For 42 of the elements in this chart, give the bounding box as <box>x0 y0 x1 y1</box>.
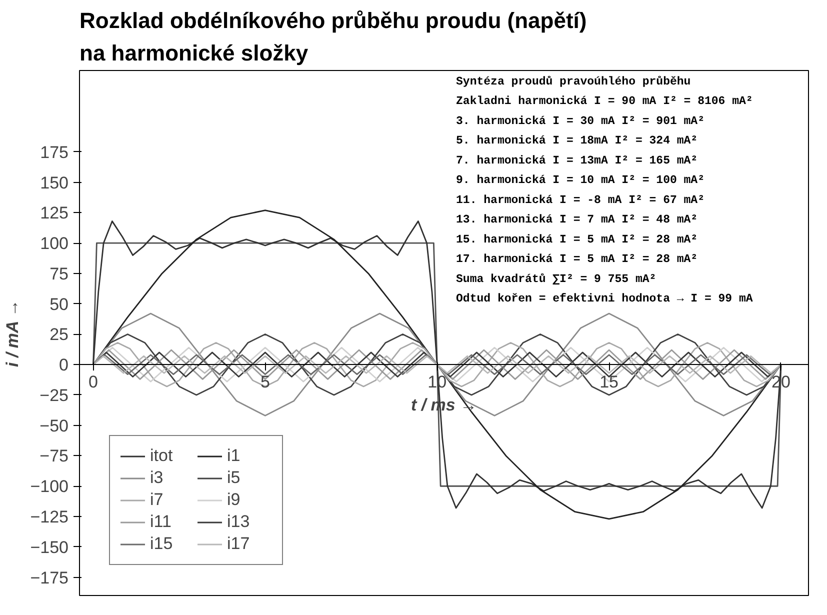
x-tick-label: 15 <box>600 372 619 392</box>
annotation: 13. harmonická I = 7 mA I² = 48 mA² <box>456 214 698 227</box>
x-tick-label: 5 <box>260 372 270 392</box>
legend-label: i17 <box>227 534 251 554</box>
annotation: Syntéza proudů pravoúhlého průběhu <box>456 75 691 88</box>
y-tick-label: 25 <box>50 325 69 344</box>
y-tick-label: 125 <box>40 204 69 223</box>
annotation: Suma kvadrátů ∑I² = 9 755 mA² <box>456 272 656 286</box>
y-tick-label: 0 <box>59 356 69 375</box>
annotation: Odtud kořen = efektivni hodnota → I = 99 mA <box>456 292 753 306</box>
annotation: 3. harmonická I = 30 mA I² = 901 mA² <box>456 114 704 128</box>
y-tick-label: −25 <box>40 386 69 405</box>
legend-label: i7 <box>150 490 164 510</box>
y-tick-label: 50 <box>50 294 69 314</box>
y-tick-label: 100 <box>40 234 69 254</box>
legend-label: itot <box>150 446 174 466</box>
y-tick-label: −75 <box>40 446 69 466</box>
y-tick-label: −150 <box>30 538 69 557</box>
y-tick-label: 150 <box>40 173 69 192</box>
y-axis-title: i / mA → <box>3 300 22 368</box>
legend-label: i1 <box>227 446 242 466</box>
chart-title: Rozklad obdélníkového průběhu proudu (napětí) na harmonické složky <box>80 8 587 66</box>
legend-label: i5 <box>227 468 242 488</box>
y-tick-label: −125 <box>30 508 69 527</box>
annotation: 15. harmonická I = 5 mA I² = 28 mA² <box>456 233 698 246</box>
legend-label: i9 <box>227 490 242 510</box>
y-tick-label: −50 <box>40 416 69 436</box>
legend-label: i11 <box>150 512 172 532</box>
y-tick-label: −100 <box>30 477 69 496</box>
annotation: 17. harmonická I = 5 mA I² = 28 mA² <box>456 253 698 266</box>
legend-label: i15 <box>150 534 174 554</box>
y-tick-label: 75 <box>50 264 69 284</box>
legend-label: i13 <box>227 512 251 532</box>
annotation: 11. harmonická I = -8 mA I² = 67 mA² <box>456 194 704 207</box>
annotation: 9. harmonická I = 10 mA I² = 100 mA² <box>456 174 704 188</box>
x-tick-label: 0 <box>88 372 98 392</box>
legend-label: i3 <box>150 468 164 488</box>
y-tick-label: −175 <box>30 568 69 588</box>
annotation: Zakladni harmonická I = 90 mA I² = 8106 mA² <box>456 95 753 108</box>
annotation: 7. harmonická I = 13mA I² = 165 mA² <box>456 154 698 168</box>
annotation: 5. harmonická I = 18mA I² = 324 mA² <box>456 134 698 148</box>
y-tick-label: 175 <box>40 142 69 162</box>
